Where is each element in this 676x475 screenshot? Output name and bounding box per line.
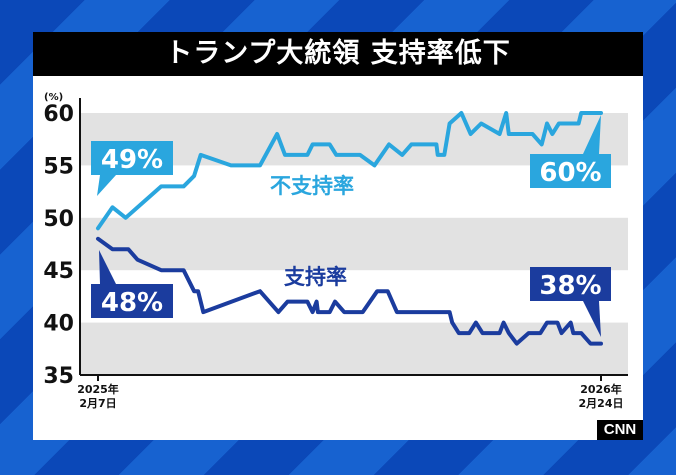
grid-band [80, 217, 628, 271]
series-label-disapproval: 不支持率 [270, 174, 354, 198]
callout-start-disapproval-pointer [97, 175, 116, 196]
callout-start-disapproval-box [91, 141, 173, 175]
callout-start-approval-box [91, 284, 173, 318]
x-tick-label: 2026年 [580, 382, 622, 396]
callout-end-disapproval: 60% [530, 115, 611, 188]
callout-end-disapproval-value: 60% [539, 158, 601, 188]
callout-end-approval: 38% [530, 267, 611, 337]
callout-end-approval-pointer [583, 301, 601, 337]
y-tick-label: 40 [43, 312, 74, 337]
x-tick-label: 2025年 [77, 382, 119, 396]
callout-start-approval-pointer [99, 250, 116, 284]
y-unit-label: (%) [44, 92, 63, 103]
approval-line [96, 236, 603, 346]
callout-end-disapproval-pointer [583, 115, 601, 154]
y-tick-label: 60 [43, 102, 74, 127]
y-tick-label: 35 [43, 364, 74, 389]
x-tick-label: 2月24日 [579, 397, 624, 410]
chart-title: トランプ大統領 支持率低下 [33, 32, 643, 76]
series-label-approval: 支持率 [284, 265, 347, 289]
x-tick-label: 2月7日 [79, 397, 116, 410]
callout-start-approval-value: 48% [101, 288, 163, 318]
callout-end-approval-value: 38% [539, 271, 601, 301]
cnn-logo: CNN [597, 420, 643, 440]
callout-start-approval: 48% [91, 250, 173, 318]
disapproval-line [96, 111, 603, 231]
callout-start-disapproval-value: 49% [101, 145, 163, 175]
callout-end-approval-box [530, 267, 611, 301]
callout-end-disapproval-box [530, 154, 611, 188]
callout-start-disapproval: 49% [91, 141, 173, 196]
y-tick-label: 55 [43, 154, 74, 179]
y-tick-label: 50 [43, 207, 74, 232]
y-tick-label: 45 [43, 259, 74, 284]
grid-band [80, 322, 628, 375]
